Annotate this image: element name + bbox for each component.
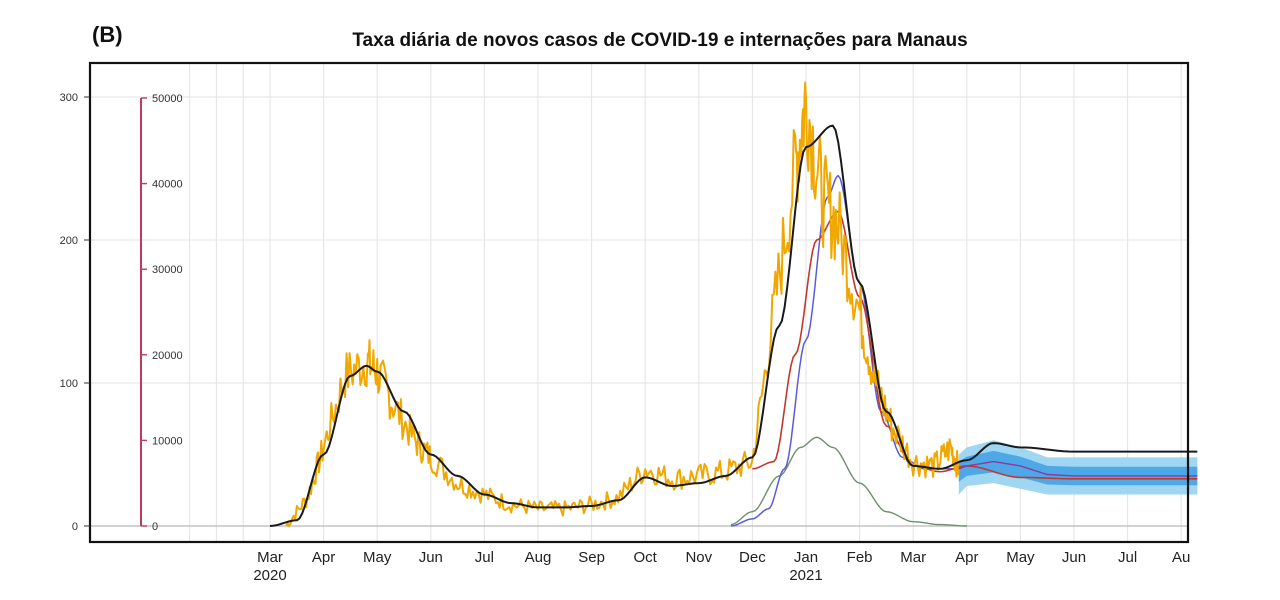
secondary-tick-label: 30000 <box>152 264 183 276</box>
y-tick-label: 300 <box>60 92 78 104</box>
x-tick-label: Feb <box>847 549 873 566</box>
x-year-label: 2021 <box>789 567 822 584</box>
x-tick-label: Jan <box>794 549 818 566</box>
plot-frame <box>88 61 1190 544</box>
x-tick-label: Au <box>1172 549 1190 566</box>
x-tick-label: Jul <box>1118 549 1137 566</box>
x-tick-label: May <box>363 549 392 566</box>
x-tick-label: Apr <box>312 549 335 566</box>
secondary-tick-label: 0 <box>152 521 158 533</box>
x-tick-label: Nov <box>685 549 712 566</box>
x-tick-label: May <box>1006 549 1035 566</box>
x-tick-label: Apr <box>955 549 978 566</box>
panel-label: (B) <box>92 22 123 47</box>
secondary-tick-label: 40000 <box>152 179 183 191</box>
y-tick-label: 200 <box>60 235 78 247</box>
series-lines <box>269 81 1198 527</box>
y-axis-ticks: 0 100 200 300 <box>60 92 90 533</box>
secondary-tick-label: 50000 <box>152 93 183 105</box>
grid-lines <box>90 63 1188 542</box>
x-axis-ticks: Mar Apr May Jun Jul Aug Sep Oct Nov Dec Jan Feb Mar A… <box>253 549 1190 584</box>
chart-title: Taxa diária de novos casos de COVID-19 e… <box>352 30 968 51</box>
series-line-1 <box>285 81 960 527</box>
series-line-4 <box>730 436 967 527</box>
forecast-band <box>958 440 1198 495</box>
x-tick-label: Jun <box>419 549 443 566</box>
x-tick-label: Mar <box>257 549 283 566</box>
secondary-tick-label: 10000 <box>152 435 183 447</box>
x-tick-label: Mar <box>900 549 926 566</box>
forecast-center-line <box>958 460 1198 477</box>
plot-border <box>88 61 1190 544</box>
x-tick-label: Sep <box>578 549 605 566</box>
secondary-tick-label: 20000 <box>152 350 183 362</box>
x-tick-label: Jul <box>475 549 494 566</box>
x-tick-label: Oct <box>634 549 658 566</box>
y-tick-label: 0 <box>72 521 78 533</box>
x-tick-label: Dec <box>739 549 766 566</box>
x-tick-label: Aug <box>525 549 552 566</box>
y-tick-label: 100 <box>60 378 78 390</box>
series-line-0 <box>269 124 1198 527</box>
x-year-label: 2020 <box>253 567 286 584</box>
secondary-axis-ticks: 0 10000 20000 30000 40000 50000 <box>140 93 183 533</box>
x-tick-label: Jun <box>1062 549 1086 566</box>
